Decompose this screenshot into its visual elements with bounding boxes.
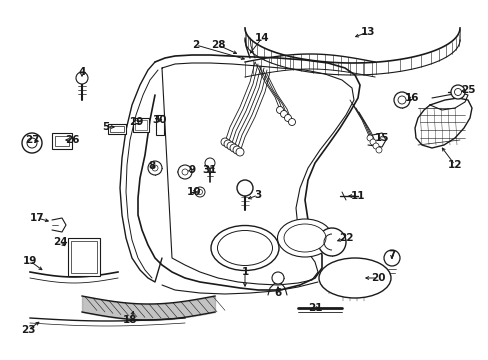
Circle shape <box>276 107 283 113</box>
Circle shape <box>204 158 215 168</box>
Bar <box>52 133 72 149</box>
Circle shape <box>280 111 287 117</box>
Text: 28: 28 <box>210 40 225 50</box>
Text: 21: 21 <box>307 303 322 313</box>
Text: 14: 14 <box>254 33 269 43</box>
Circle shape <box>178 165 192 179</box>
Text: 30: 30 <box>152 115 167 125</box>
Text: 27: 27 <box>24 135 39 145</box>
Circle shape <box>237 180 252 196</box>
Circle shape <box>226 142 235 150</box>
Circle shape <box>197 189 202 194</box>
Text: 3: 3 <box>254 190 261 200</box>
Text: 8: 8 <box>148 161 155 171</box>
Circle shape <box>152 165 158 171</box>
Circle shape <box>148 161 162 175</box>
Circle shape <box>27 138 37 148</box>
Circle shape <box>453 89 461 95</box>
Circle shape <box>195 187 204 197</box>
Text: 5: 5 <box>102 122 109 132</box>
Circle shape <box>224 140 231 148</box>
Ellipse shape <box>284 224 325 252</box>
Bar <box>135 120 147 130</box>
Text: 9: 9 <box>188 165 195 175</box>
Circle shape <box>271 272 284 284</box>
Circle shape <box>372 143 378 149</box>
Text: 23: 23 <box>20 325 35 335</box>
Text: 22: 22 <box>338 233 352 243</box>
Text: 24: 24 <box>53 237 67 247</box>
Bar <box>68 238 100 276</box>
Bar <box>156 115 163 135</box>
Text: 29: 29 <box>128 117 143 127</box>
Ellipse shape <box>217 230 272 266</box>
Bar <box>55 136 69 146</box>
Text: 16: 16 <box>404 93 418 103</box>
Circle shape <box>383 250 399 266</box>
Text: 15: 15 <box>374 133 388 143</box>
Circle shape <box>182 169 187 175</box>
Circle shape <box>375 147 381 153</box>
Bar <box>110 126 124 132</box>
Bar <box>133 118 149 132</box>
Text: 26: 26 <box>64 135 79 145</box>
Text: 13: 13 <box>360 27 374 37</box>
Bar <box>108 124 126 134</box>
Ellipse shape <box>277 219 332 257</box>
Text: 2: 2 <box>192 40 199 50</box>
Text: 17: 17 <box>30 213 44 223</box>
Bar <box>71 241 97 273</box>
Text: 4: 4 <box>78 67 85 77</box>
Circle shape <box>317 228 346 256</box>
Text: 31: 31 <box>203 165 217 175</box>
Circle shape <box>229 144 238 152</box>
Circle shape <box>221 138 228 146</box>
Text: 19: 19 <box>23 256 37 266</box>
Circle shape <box>369 139 375 145</box>
Circle shape <box>397 96 405 104</box>
Text: 20: 20 <box>370 273 385 283</box>
Circle shape <box>76 72 88 84</box>
Text: 10: 10 <box>186 187 201 197</box>
Circle shape <box>288 118 295 126</box>
Text: 6: 6 <box>274 288 281 298</box>
Circle shape <box>236 148 244 156</box>
Circle shape <box>284 114 291 122</box>
Text: 12: 12 <box>447 160 461 170</box>
Ellipse shape <box>318 258 390 298</box>
Text: 7: 7 <box>387 250 395 260</box>
Circle shape <box>450 85 464 99</box>
Circle shape <box>366 135 372 141</box>
Ellipse shape <box>210 225 279 270</box>
Text: 1: 1 <box>241 267 248 277</box>
Circle shape <box>232 146 241 154</box>
Text: 18: 18 <box>122 315 137 325</box>
Text: 11: 11 <box>350 191 365 201</box>
Text: 25: 25 <box>460 85 474 95</box>
Circle shape <box>22 133 42 153</box>
Circle shape <box>393 92 409 108</box>
